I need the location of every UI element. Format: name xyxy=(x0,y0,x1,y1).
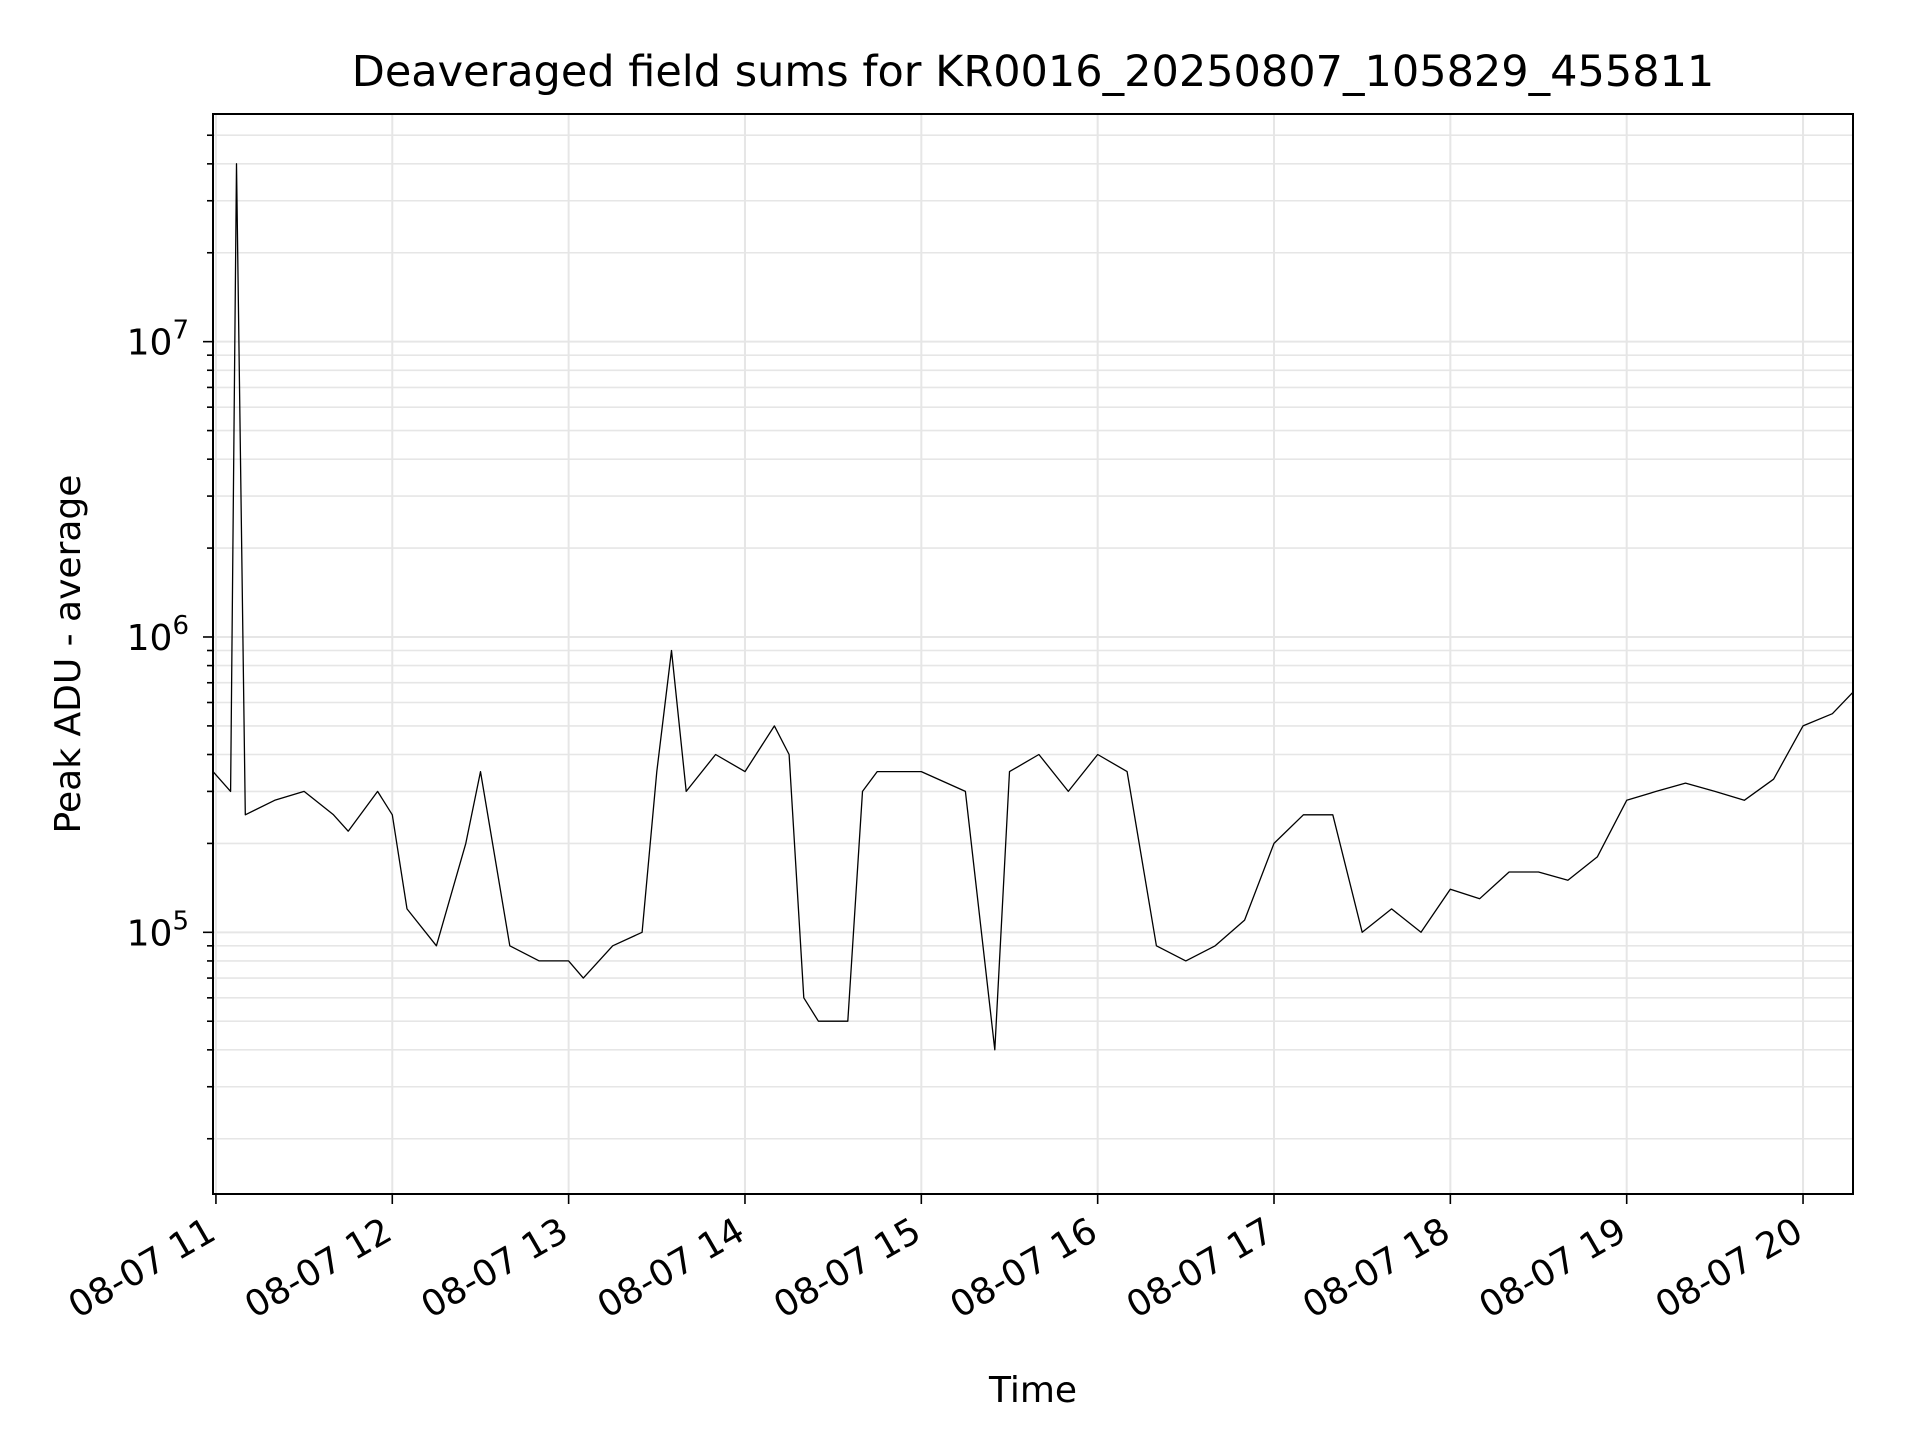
y-tick-label: 105 xyxy=(127,906,189,954)
y-axis-label: Peak ADU - average xyxy=(48,475,89,834)
chart-title: Deaveraged field sums for KR0016_2025080… xyxy=(352,47,1715,97)
series-line xyxy=(212,163,1854,1051)
y-tick-label: 107 xyxy=(127,316,189,364)
x-axis-label: Time xyxy=(988,1370,1077,1411)
plot-frame xyxy=(212,113,1854,1195)
grid xyxy=(213,114,1853,1194)
y-tick-label: 106 xyxy=(127,611,189,659)
